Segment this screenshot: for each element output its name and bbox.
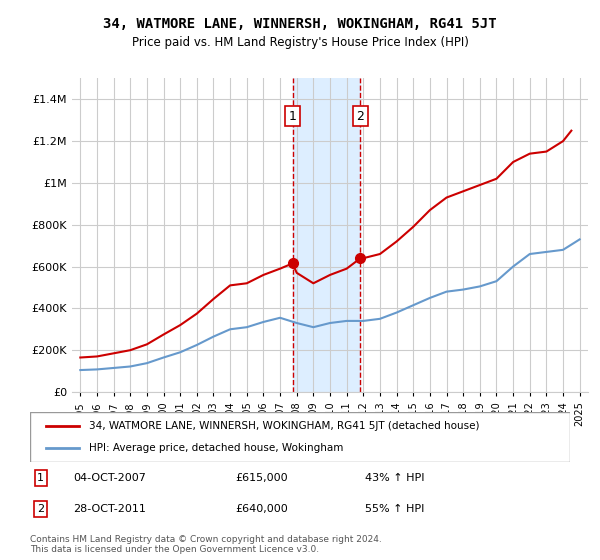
Text: 43% ↑ HPI: 43% ↑ HPI — [365, 473, 424, 483]
Text: 55% ↑ HPI: 55% ↑ HPI — [365, 504, 424, 514]
Text: 1: 1 — [289, 110, 296, 123]
Text: HPI: Average price, detached house, Wokingham: HPI: Average price, detached house, Woki… — [89, 443, 344, 453]
Text: Contains HM Land Registry data © Crown copyright and database right 2024.
This d: Contains HM Land Registry data © Crown c… — [30, 535, 382, 554]
Text: 34, WATMORE LANE, WINNERSH, WOKINGHAM, RG41 5JT (detached house): 34, WATMORE LANE, WINNERSH, WOKINGHAM, R… — [89, 421, 480, 431]
Text: 04-OCT-2007: 04-OCT-2007 — [73, 473, 146, 483]
Text: Price paid vs. HM Land Registry's House Price Index (HPI): Price paid vs. HM Land Registry's House … — [131, 36, 469, 49]
Bar — [293, 78, 361, 392]
Text: 34, WATMORE LANE, WINNERSH, WOKINGHAM, RG41 5JT: 34, WATMORE LANE, WINNERSH, WOKINGHAM, R… — [103, 17, 497, 31]
FancyBboxPatch shape — [30, 412, 570, 462]
Text: 2: 2 — [37, 504, 44, 514]
Text: £615,000: £615,000 — [235, 473, 288, 483]
Text: 1: 1 — [37, 473, 44, 483]
Text: £640,000: £640,000 — [235, 504, 288, 514]
Text: 28-OCT-2011: 28-OCT-2011 — [73, 504, 146, 514]
Text: 2: 2 — [356, 110, 364, 123]
